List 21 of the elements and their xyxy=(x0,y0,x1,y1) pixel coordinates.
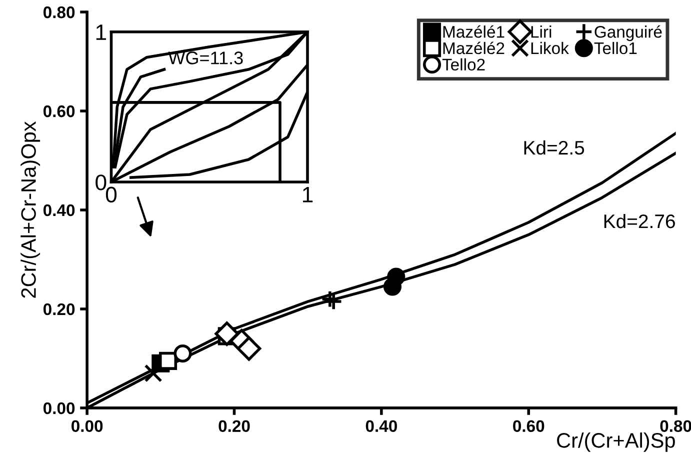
x-tick-label: 0.80 xyxy=(660,420,691,432)
y-tick-label: 0.60 xyxy=(43,105,75,118)
legend-label: Tello1 xyxy=(594,42,637,54)
legend-label: Tello2 xyxy=(442,58,485,71)
legend-label: Liri xyxy=(531,26,552,38)
legend-label: Mazélé2 xyxy=(443,42,504,54)
y-axis-title: 2Cr/(Al+Cr-Na)Opx xyxy=(20,121,40,298)
legend-label: Likok xyxy=(531,42,569,54)
annotation: Kd=2.76 xyxy=(604,214,675,228)
x-tick-label: 0.20 xyxy=(218,420,250,432)
y-tick-label: 0.40 xyxy=(43,204,75,216)
legend-label: Mazélé1 xyxy=(443,25,504,38)
y-tick-label: 0.00 xyxy=(43,402,75,414)
x-tick-label: 0.60 xyxy=(513,420,544,432)
x-axis-title: Cr/(Cr+Al)Sp xyxy=(557,432,675,452)
x-tick-label: 0.40 xyxy=(366,420,397,432)
y-tick-label: 0.80 xyxy=(43,6,75,18)
annotation: Kd=2.5 xyxy=(524,140,584,155)
y-tick-label: 0.20 xyxy=(43,303,75,316)
legend-label: Ganguiré xyxy=(594,25,662,42)
annotation: WG=11.3 xyxy=(168,52,243,64)
